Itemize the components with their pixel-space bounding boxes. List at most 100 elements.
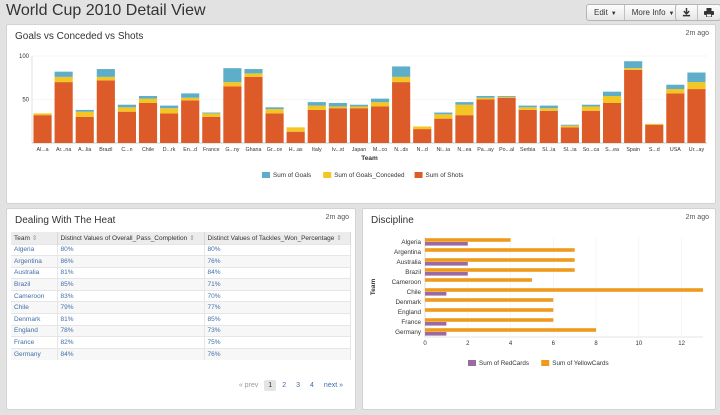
page-link-4[interactable]: 4 xyxy=(310,382,314,389)
bar-yellowcards xyxy=(425,298,554,302)
pass-completion-cell[interactable]: 81% xyxy=(57,313,205,326)
more-info-label: More Info xyxy=(631,8,666,17)
goals-chart: 50 100 Al...a Ar...na A...lia Brazil C...n Chil… xyxy=(7,25,715,208)
bar-shots xyxy=(349,108,369,143)
bar-conceded xyxy=(96,76,115,81)
x-tick-label: S...ea xyxy=(605,147,619,153)
next-page-link[interactable]: next » xyxy=(323,382,343,389)
x-tick-label: Ghana xyxy=(246,147,262,153)
export-button[interactable] xyxy=(676,5,698,20)
tackles-won-cell[interactable]: 85% xyxy=(204,313,351,326)
team-cell[interactable]: France xyxy=(11,336,58,349)
bar-redcards xyxy=(425,322,447,326)
bar-goals xyxy=(160,105,179,109)
bar-shots xyxy=(560,127,579,143)
legend-swatch xyxy=(468,360,476,366)
bar-yellowcards xyxy=(425,248,575,252)
bar-goals xyxy=(349,104,369,107)
tackles-won-cell[interactable]: 77% xyxy=(204,301,351,314)
tackles-won-cell[interactable]: 76% xyxy=(204,347,351,360)
discipline-chart-svg: 0 2 4 6 8 10 12 Algeria Argentina Australia Brazil… xyxy=(370,237,703,367)
y-tick-label: Germany xyxy=(395,329,422,336)
edit-button[interactable]: Edit ▼ xyxy=(587,5,625,20)
more-info-button[interactable]: More Info ▼ xyxy=(625,5,682,20)
bar-conceded xyxy=(117,107,136,112)
bar-shots xyxy=(138,102,158,143)
team-cell[interactable]: Algeria xyxy=(11,243,58,256)
bar-shots xyxy=(286,131,305,143)
team-cell[interactable]: England xyxy=(11,324,58,337)
team-cell[interactable]: Chile xyxy=(11,301,58,314)
column-header-team[interactable]: Team ⇕ xyxy=(11,232,58,244)
pass-completion-cell[interactable]: 81% xyxy=(57,266,205,279)
x-tick-label: H...as xyxy=(289,147,303,153)
x-tick-label: 10 xyxy=(636,341,643,347)
bar-goals xyxy=(581,104,601,107)
pass-completion-cell[interactable]: 79% xyxy=(57,301,205,314)
page-link-2[interactable]: 2 xyxy=(282,382,287,389)
column-header-tackles-won[interactable]: Distinct Values of Tackles_Won_Percentag… xyxy=(204,232,351,244)
bar-goals xyxy=(96,69,115,77)
pass-completion-cell[interactable]: 80% xyxy=(57,243,205,256)
x-tick-label: G...ny xyxy=(225,147,239,153)
x-tick-label: Ni...ia xyxy=(437,147,451,153)
tackles-won-cell[interactable]: 80% xyxy=(204,243,351,256)
team-cell[interactable]: Cameroon xyxy=(11,289,58,302)
bar-conceded xyxy=(54,76,73,83)
pass-completion-cell[interactable]: 82% xyxy=(57,336,205,349)
tackles-won-cell[interactable]: 70% xyxy=(204,289,351,302)
x-axis-title: Team xyxy=(361,155,378,162)
tackles-won-cell[interactable]: 84% xyxy=(204,266,351,279)
team-cell[interactable]: Argentina xyxy=(11,255,58,268)
legend-swatch xyxy=(323,172,332,178)
bar-shots xyxy=(645,124,664,143)
table-row: Cameroon 83% 70% xyxy=(11,289,351,302)
bar-redcards xyxy=(425,292,447,296)
team-cell[interactable]: Germany xyxy=(11,347,58,360)
bar-shots xyxy=(624,69,643,143)
tackles-won-cell[interactable]: 76% xyxy=(204,255,351,268)
chevron-down-icon: ▼ xyxy=(668,11,675,17)
bar-goals xyxy=(265,107,284,110)
table-row: Chile 79% 77% xyxy=(11,301,351,314)
header-label: Distinct Values of Overall_Pass_Completi… xyxy=(60,234,188,242)
x-tick-label: N...ea xyxy=(457,147,471,153)
table-row: France 82% 75% xyxy=(11,336,351,349)
page-link-1[interactable]: 1 xyxy=(264,380,277,391)
bar-goals xyxy=(455,102,474,105)
bar-conceded xyxy=(392,76,411,83)
bar-goals xyxy=(54,71,73,77)
team-cell[interactable]: Brazil xyxy=(11,278,58,291)
page-title: World Cup 2010 Detail View xyxy=(6,2,206,19)
bar-redcards xyxy=(425,332,447,336)
pass-completion-cell[interactable]: 83% xyxy=(57,289,205,302)
bar-shots xyxy=(476,99,495,143)
pass-completion-cell[interactable]: 78% xyxy=(57,324,205,337)
heat-table-body: Algeria 80% 80% Argentina 86% 76% Australia 81%… xyxy=(11,243,351,360)
tackles-won-cell[interactable]: 73% xyxy=(204,324,351,337)
y-tick-label: 50 xyxy=(22,98,29,104)
x-tick-label: Serbia xyxy=(520,147,535,153)
discipline-chart: 0 2 4 6 8 10 12 Algeria Argentina Australia Brazil… xyxy=(363,209,715,414)
x-tick-label: N...ds xyxy=(394,147,408,153)
bar-shots xyxy=(455,115,474,143)
tackles-won-cell[interactable]: 71% xyxy=(204,278,351,291)
y-tick-label: England xyxy=(398,309,422,316)
bar-goals xyxy=(138,96,158,99)
legend-label: Sum of YellowCards xyxy=(552,360,608,367)
y-tick-label: Cameroon xyxy=(392,279,422,286)
x-tick-label: Spain xyxy=(626,147,640,153)
page-link-3[interactable]: 3 xyxy=(296,382,301,389)
team-cell[interactable]: Australia xyxy=(11,266,58,279)
bar-goals xyxy=(603,91,622,97)
bar-shots xyxy=(581,110,601,143)
pass-completion-cell[interactable]: 86% xyxy=(57,255,205,268)
pass-completion-cell[interactable]: 85% xyxy=(57,278,205,291)
tackles-won-cell[interactable]: 75% xyxy=(204,336,351,349)
x-tick-label: D...rk xyxy=(163,147,176,153)
column-header-pass-completion[interactable]: Distinct Values of Overall_Pass_Completi… xyxy=(57,232,205,244)
sort-icon: ⇕ xyxy=(336,234,342,242)
team-cell[interactable]: Denmark xyxy=(11,313,58,326)
pass-completion-cell[interactable]: 84% xyxy=(57,347,205,360)
print-button[interactable] xyxy=(698,5,720,20)
